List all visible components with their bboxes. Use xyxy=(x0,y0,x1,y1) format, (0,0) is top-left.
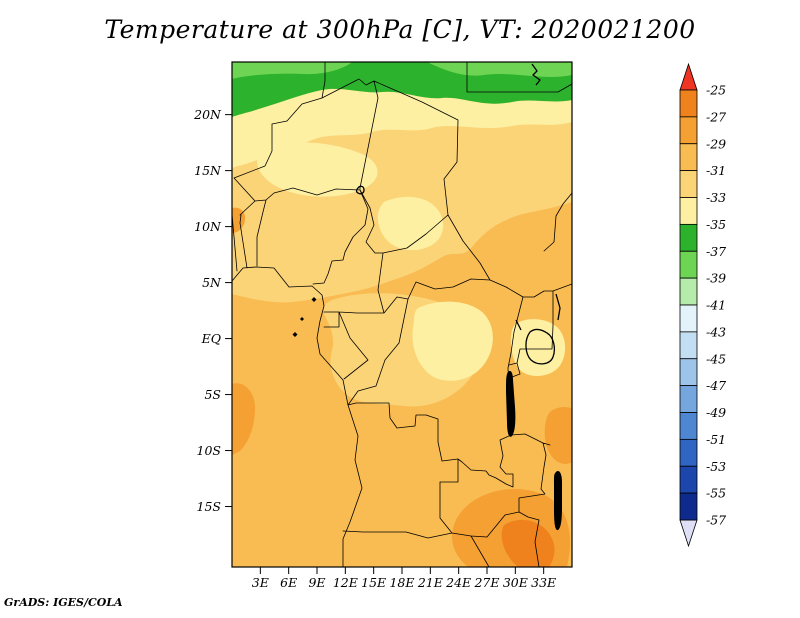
colorbar-segment xyxy=(679,277,698,306)
colorbar-label: -29 xyxy=(706,136,726,151)
field-region xyxy=(232,62,572,117)
lon-tick-label: 27E xyxy=(473,575,499,590)
plot-title: Temperature at 300hPa [C], VT: 202002120… xyxy=(104,15,696,44)
lat-tick-label: 15S xyxy=(197,499,221,514)
colorbar-segment xyxy=(679,385,698,413)
lat-tick-label: 20N xyxy=(193,107,222,122)
field-region xyxy=(232,88,572,168)
lat-tick-label: EQ xyxy=(201,331,221,346)
colorbar-segment xyxy=(679,197,698,225)
field-region xyxy=(427,62,572,77)
colorbar-label: -43 xyxy=(706,324,726,339)
lon-tick-label: 9E xyxy=(308,575,325,590)
colorbar-label: -31 xyxy=(706,163,726,178)
lon-tick-label: 12E xyxy=(333,575,358,590)
map-canvas xyxy=(231,61,573,568)
colorbar-label: -45 xyxy=(706,351,726,366)
colorbar-label: -53 xyxy=(706,459,726,474)
lat-tick-label: 15N xyxy=(194,163,222,178)
lon-tick-label: 30E xyxy=(503,575,528,590)
field-region xyxy=(232,62,352,79)
colorbar-label: -27 xyxy=(706,109,726,124)
colorbar-segment xyxy=(679,304,698,333)
lakes-outline xyxy=(355,63,561,365)
colorbar-label: -51 xyxy=(706,432,726,447)
lakes-filled xyxy=(292,297,562,531)
lat-tick-label: 5S xyxy=(204,387,221,402)
colorbar: -25 -27 -29 -31 -33 -35 -37 -39 -41 -43 -45 -47 -49 -… xyxy=(679,62,726,548)
colorbar-segment xyxy=(679,223,698,252)
lon-tick-label: 21E xyxy=(417,575,443,590)
field-region xyxy=(510,319,566,377)
colorbar-segment xyxy=(679,412,698,440)
colorbar-label: -37 xyxy=(706,244,726,259)
lon-tick-label: 24E xyxy=(445,575,471,590)
colorbar-arrow-down-icon xyxy=(679,519,698,548)
lon-tick-label: 15E xyxy=(361,575,386,590)
lon-tick-label: 33E xyxy=(531,575,556,590)
lat-tick-label: 10N xyxy=(194,219,222,234)
colorbar-label: -39 xyxy=(706,271,726,286)
field-region xyxy=(501,519,555,567)
colorbar-label: -35 xyxy=(706,217,726,232)
colorbar-label: -41 xyxy=(706,298,726,313)
colorbar-segment xyxy=(679,465,698,494)
colorbar-label: -47 xyxy=(706,378,726,393)
lakes xyxy=(292,63,562,531)
colorbar-segment xyxy=(679,438,698,467)
lon-tick-label: 3E xyxy=(252,575,269,590)
colorbar-label: -33 xyxy=(706,190,726,205)
field-region xyxy=(257,142,378,197)
colorbar-arrow-up-icon xyxy=(679,62,698,91)
colorbar-label: -25 xyxy=(706,83,726,98)
colorbar-label: -49 xyxy=(706,405,726,420)
lon-tick-label: 6E xyxy=(280,575,297,590)
lat-tick-label: 10S xyxy=(197,443,221,458)
grads-credit: GrADS: IGES/COLA xyxy=(4,596,123,609)
colorbar-segment xyxy=(679,143,698,172)
colorbar-segment xyxy=(679,116,698,145)
border-lines xyxy=(232,62,572,567)
colorbar-segment xyxy=(679,250,698,279)
field-region xyxy=(544,407,572,464)
field-region xyxy=(232,207,246,233)
colorbar-label: -55 xyxy=(706,486,726,501)
lon-tick-label: 18E xyxy=(389,575,414,590)
country-borders xyxy=(232,62,572,567)
temperature-field xyxy=(232,62,572,567)
colorbar-segment xyxy=(679,492,698,521)
field-region xyxy=(232,383,255,455)
field-region xyxy=(412,301,493,381)
colorbar-label: -57 xyxy=(706,513,726,528)
colorbar-segment xyxy=(679,89,698,118)
colorbar-segment xyxy=(679,170,698,198)
colorbar-segment xyxy=(679,331,698,360)
colorbar-segment xyxy=(679,358,698,387)
field-region xyxy=(377,196,444,251)
lat-tick-label: 5N xyxy=(202,275,222,290)
